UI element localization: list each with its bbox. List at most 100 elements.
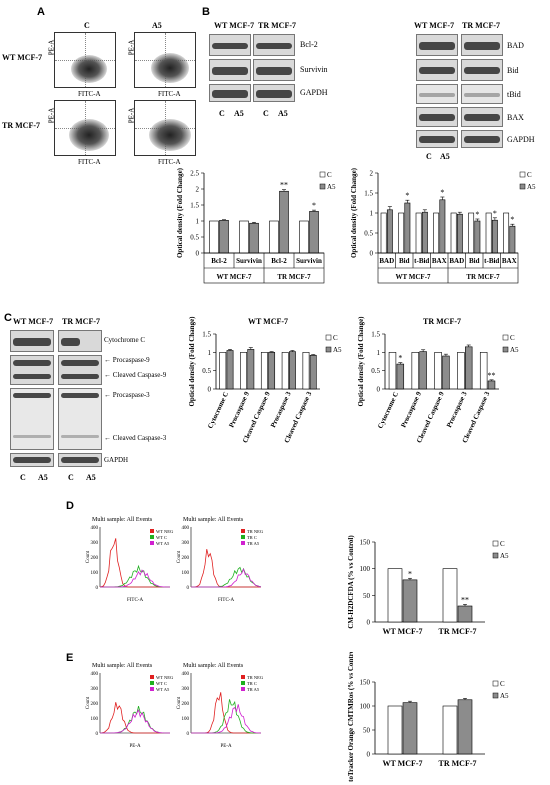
blot-bad-tr: [461, 34, 503, 56]
y-tick-label: 0: [367, 751, 371, 759]
x-tick-label: Cytocrome C: [376, 390, 400, 429]
legend-label: TR A5: [247, 541, 260, 546]
x-tick-label: WT MCF-7: [382, 759, 422, 768]
significance-label: *: [405, 191, 409, 200]
y-tick-label: 0.5: [202, 367, 211, 375]
bar-c: [468, 212, 475, 254]
y-tick-label: 100: [91, 571, 99, 576]
blot-bax-tr: [461, 107, 503, 127]
legend-label: TR NEG: [247, 529, 264, 534]
x-tick-label: TR MCF-7: [439, 627, 477, 636]
bar-a5: [226, 350, 234, 390]
y-tick-label: 400: [91, 672, 99, 677]
legend-label: TR NEG: [247, 675, 264, 680]
bar-c: [299, 220, 309, 254]
lane-label: A5: [234, 109, 244, 118]
bar-chart-d: 0 50 100 150 CM-H2DCFDA (% vs Control) * WT MC…: [347, 535, 509, 636]
blot-gapdh-tr: [253, 84, 295, 102]
panel-label-b: B: [202, 6, 210, 18]
y-tick-label: 200: [182, 702, 190, 707]
lane-label: C: [20, 473, 26, 482]
y-tick-label: 0.5: [364, 230, 373, 238]
blot-bid-wt: [416, 59, 458, 81]
bar-chart-e: 0 50 100 150 MitoTracker Orange CMTMRos (% v…: [347, 652, 509, 782]
y-tick-label: 0.5: [371, 367, 380, 375]
legend-label: TR A5: [247, 687, 260, 692]
lane-label: C: [263, 109, 269, 118]
legend-label: WT NEG: [156, 675, 174, 680]
legend-label: C: [510, 334, 515, 342]
blot-group-label: WT MCF-7: [414, 21, 455, 30]
blot-cytc-tr: [58, 330, 102, 352]
blot-bcl2-wt: [209, 34, 251, 56]
blot-tbid-wt: [416, 84, 458, 104]
band-label: GAPDH: [104, 456, 129, 464]
x-tick-label: Procaspase 9: [399, 390, 423, 429]
legend-label: WT A5: [156, 687, 170, 692]
legend-label: TR C: [247, 535, 257, 540]
y-axis-label: Count: [86, 696, 91, 709]
bar-a5: [457, 605, 473, 623]
y-tick-label: 400: [182, 526, 190, 531]
y-tick-label: 2: [370, 170, 374, 178]
y-tick-label: 300: [91, 541, 99, 546]
legend-swatch-c: [502, 334, 509, 341]
y-tick-label: 0: [96, 732, 99, 737]
histogram-title: Multi sample: All Events: [92, 517, 153, 523]
histogram-curve: [99, 538, 170, 588]
legend-label: C: [500, 540, 505, 548]
blot-group-label: TR MCF-7: [62, 317, 100, 326]
bar-chart-c-tr: TR MCF-7 0 0.5 1 1.5 Optical density (Fold Ch…: [357, 316, 519, 444]
x-axis-label: PE-A: [129, 744, 141, 749]
y-tick-label: 150: [360, 539, 371, 547]
y-tick-label: 0: [377, 386, 381, 394]
histogram-title: Multi sample: All Events: [92, 663, 153, 669]
y-tick-label: 1: [377, 349, 381, 357]
x-tick-label: Survivin: [236, 257, 262, 265]
histogram-curve: [191, 567, 262, 588]
row-label-tr: TR MCF-7: [2, 121, 40, 130]
legend-label: A5: [527, 183, 536, 191]
x-axis-label: FITC-A: [127, 598, 144, 603]
legend-swatch: [150, 681, 154, 685]
bar-a5: [402, 579, 418, 623]
y-axis-label: Optical density (Fold Change): [188, 316, 196, 407]
blot-group-label: TR MCF-7: [258, 21, 296, 30]
bar-c: [457, 352, 465, 390]
bar-a5: [404, 202, 411, 254]
legend-swatch-a5: [492, 692, 499, 699]
bar-a5: [247, 349, 255, 390]
blot-survivin-wt: [209, 59, 251, 81]
bar-c: [380, 212, 387, 254]
y-tick-label: 0: [187, 732, 190, 737]
legend-swatch: [241, 675, 245, 679]
bar-c: [450, 212, 457, 254]
bar-c: [260, 352, 268, 390]
lane-label: C: [68, 473, 74, 482]
y-axis-label: Optical density (Fold Change): [176, 167, 184, 258]
y-tick-label: 1.5: [202, 331, 211, 339]
bar-c: [387, 705, 403, 755]
significance-label: *: [493, 209, 497, 218]
legend-swatch-c: [325, 334, 332, 341]
group-label: TR MCF-7: [277, 273, 311, 281]
legend-label: C: [333, 334, 338, 342]
legend-swatch-a5: [325, 346, 332, 353]
bar-c: [302, 352, 310, 390]
bar-c: [219, 352, 227, 390]
bar-a5: [439, 199, 446, 254]
y-tick-label: 100: [182, 571, 190, 576]
y-axis-label: Optical density (Fold Change): [350, 167, 358, 258]
band-label: Cytochrome C: [104, 336, 146, 344]
row-label-wt: WT MCF-7: [2, 53, 43, 62]
legend-swatch: [150, 535, 154, 539]
bar-a5: [491, 219, 498, 254]
blot-gapdh-tr-r: [461, 130, 503, 148]
y-axis-label: PE-A: [47, 107, 56, 124]
y-tick-label: 1: [208, 349, 212, 357]
blot-casp9-wt: [10, 355, 54, 385]
x-tick-label: BAX: [502, 257, 517, 265]
y-axis-label: Count: [86, 550, 91, 563]
bar-a5: [421, 211, 428, 254]
